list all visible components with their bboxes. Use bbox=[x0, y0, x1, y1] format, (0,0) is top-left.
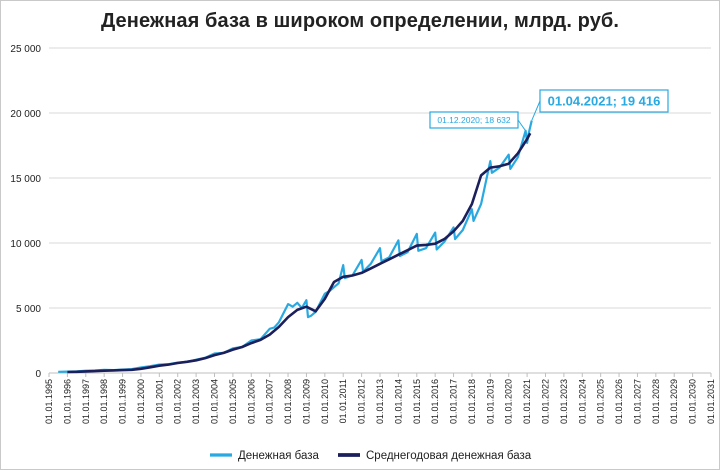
x-tick-label: 01.01.2009 bbox=[301, 379, 311, 424]
x-tick-label: 01.01.1999 bbox=[118, 379, 128, 424]
x-tick-label: 01.01.2030 bbox=[688, 379, 698, 424]
x-tick-label: 01.01.2008 bbox=[283, 379, 293, 424]
x-tick-label: 01.01.2016 bbox=[430, 379, 440, 424]
x-tick-label: 01.01.2031 bbox=[706, 379, 716, 424]
callouts: 01.12.2020; 18 632 01.04.2021; 19 416 bbox=[429, 89, 669, 132]
x-tick-label: 01.01.2005 bbox=[228, 379, 238, 424]
x-tick-label: 01.01.2000 bbox=[136, 379, 146, 424]
y-tick-label: 15 000 bbox=[10, 174, 41, 185]
x-tick-label: 01.01.2022 bbox=[541, 379, 551, 424]
x-tick-label: 01.01.2010 bbox=[320, 379, 330, 424]
x-tick-label: 01.01.1995 bbox=[44, 379, 54, 424]
x-tick-label: 01.01.2013 bbox=[375, 379, 385, 424]
x-tick-label: 01.01.2014 bbox=[393, 379, 403, 424]
x-tick-label: 01.01.2011 bbox=[338, 379, 348, 423]
y-tick-label: 20 000 bbox=[10, 109, 41, 120]
y-tick-label: 0 bbox=[35, 369, 41, 380]
x-tick-label: 01.01.2006 bbox=[246, 379, 256, 424]
y-tick-label: 25 000 bbox=[10, 44, 41, 55]
x-axis-ticks: 01.01.1995 01.01.1996 01.01.1997 01.01.1998… bbox=[44, 373, 716, 424]
callout-label: 01.04.2021; 19 416 bbox=[548, 94, 661, 109]
x-tick-label: 01.01.1998 bbox=[99, 379, 109, 424]
x-tick-label: 01.01.2002 bbox=[173, 379, 183, 424]
x-tick-label: 01.01.2025 bbox=[596, 379, 606, 424]
callout-label: 01.12.2020; 18 632 bbox=[437, 115, 511, 125]
y-tick-label: 5 000 bbox=[16, 304, 41, 315]
callout-box bbox=[429, 111, 519, 129]
x-tick-label: 01.01.1996 bbox=[62, 379, 72, 424]
x-tick-label: 01.01.2003 bbox=[191, 379, 201, 424]
x-tick-label: 01.01.2018 bbox=[467, 379, 477, 424]
series-line-money-base bbox=[58, 120, 533, 373]
x-tick-label: 01.01.2028 bbox=[651, 379, 661, 424]
legend-label-money-base: Денежная база bbox=[238, 450, 320, 462]
chart-title: Денежная база в широком определении, млр… bbox=[100, 10, 620, 32]
callout-leader bbox=[531, 100, 541, 121]
x-tick-label: 01.01.1997 bbox=[81, 379, 91, 424]
series-lines bbox=[58, 120, 533, 374]
x-tick-label: 01.01.2004 bbox=[210, 379, 220, 424]
x-tick-label: 01.01.2023 bbox=[559, 379, 569, 424]
callout-leader bbox=[517, 119, 526, 132]
x-tick-label: 01.01.2026 bbox=[614, 379, 624, 424]
x-tick-label: 01.01.2027 bbox=[632, 379, 642, 424]
y-axis-ticks: 0 5 000 10 000 15 000 20 000 25 000 bbox=[10, 44, 41, 380]
x-tick-label: 01.01.2012 bbox=[357, 379, 367, 424]
legend-label-average: Среднегодовая денежная база bbox=[366, 450, 532, 462]
x-tick-label: 01.01.2020 bbox=[504, 379, 514, 424]
x-tick-label: 01.01.2017 bbox=[449, 379, 459, 424]
x-tick-label: 01.01.2029 bbox=[669, 379, 679, 424]
y-tick-label: 10 000 bbox=[10, 239, 41, 250]
x-tick-label: 01.01.2001 bbox=[154, 379, 164, 424]
callout-box bbox=[539, 89, 669, 113]
x-tick-label: 01.01.2024 bbox=[577, 379, 587, 424]
series-line-average bbox=[67, 132, 532, 374]
x-tick-label: 01.01.2007 bbox=[265, 379, 275, 424]
legend: Денежная база Среднегодовая денежная база bbox=[210, 450, 532, 462]
x-tick-label: 01.01.2015 bbox=[412, 379, 422, 424]
x-tick-label: 01.01.2021 bbox=[522, 379, 532, 424]
x-tick-label: 01.01.2019 bbox=[485, 379, 495, 424]
